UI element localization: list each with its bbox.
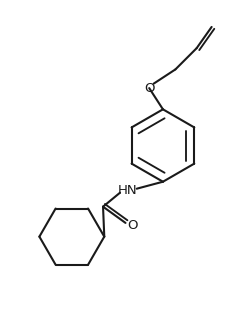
Text: O: O [126,219,137,232]
Text: O: O [144,82,154,95]
Text: HN: HN [118,184,137,197]
